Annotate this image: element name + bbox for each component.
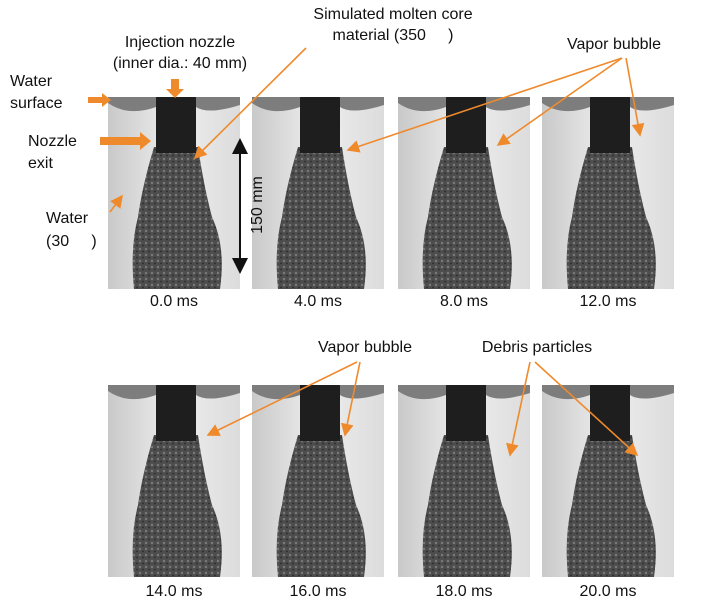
time-label: 12.0 ms	[580, 293, 637, 310]
label: Vapor bubble	[567, 36, 661, 53]
label: Water	[10, 73, 53, 90]
arrows	[88, 47, 645, 457]
frames: 0.0 ms 4.0 ms 8.0 ms 12.0 ms 14.0 ms 16.0 ms 1…	[108, 97, 674, 600]
time-label: 18.0 ms	[436, 583, 493, 600]
time-label: 20.0 ms	[580, 583, 637, 600]
time-label: 16.0 ms	[290, 583, 347, 600]
label: exit	[28, 155, 53, 172]
scale-label: 150 mm	[249, 176, 266, 234]
photo-frame	[252, 97, 384, 289]
label: Simulated molten core	[313, 6, 472, 23]
photo-frame	[252, 385, 384, 577]
time-label: 14.0 ms	[146, 583, 203, 600]
photo-frame	[108, 385, 240, 577]
time-label: 0.0 ms	[150, 293, 198, 310]
photo-frame	[542, 385, 674, 577]
photo-frame	[398, 385, 530, 577]
photo-frame	[108, 97, 240, 289]
time-label: 8.0 ms	[440, 293, 488, 310]
label: Injection nozzle	[125, 34, 235, 51]
photo-frame	[542, 97, 674, 289]
time-label: 4.0 ms	[294, 293, 342, 310]
label: material (350 )	[333, 27, 454, 44]
label: (inner dia.: 40 mm)	[113, 55, 247, 72]
label: Vapor bubble	[318, 339, 412, 356]
label: surface	[10, 95, 63, 112]
label: (30 )	[46, 233, 97, 250]
label: Debris particles	[482, 339, 592, 356]
label: Water	[46, 210, 89, 227]
label: Nozzle	[28, 133, 77, 150]
